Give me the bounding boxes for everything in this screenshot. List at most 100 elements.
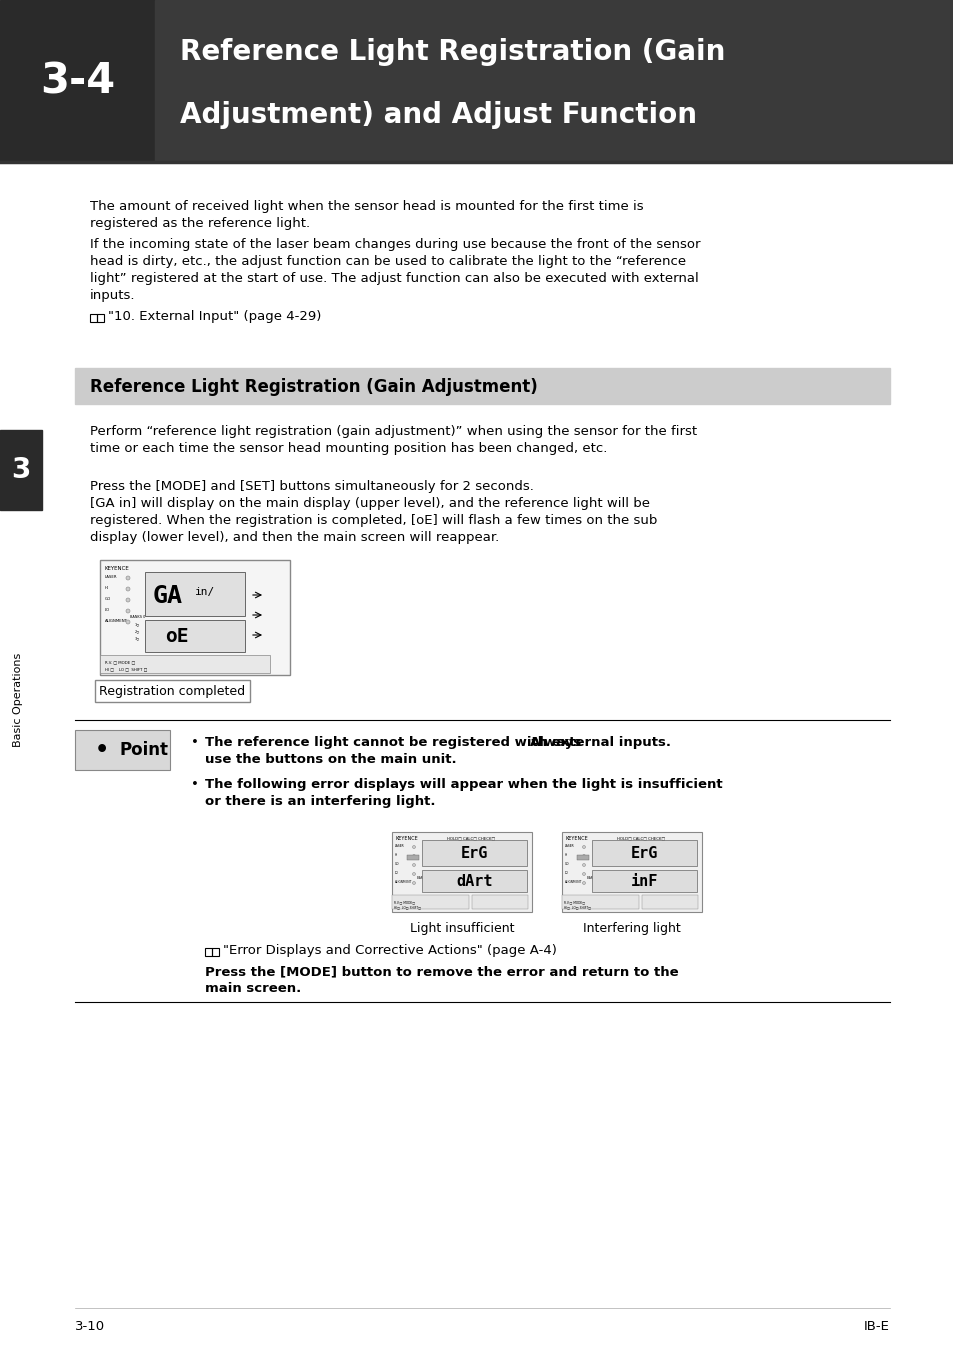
Circle shape — [412, 854, 416, 857]
Bar — [392, 831, 532, 913]
Bar — [90, 314, 97, 322]
Text: Reference Light Registration (Gain: Reference Light Registration (Gain — [180, 38, 724, 66]
Text: in/: in/ — [194, 587, 215, 598]
Text: 3○: 3○ — [135, 635, 140, 639]
Text: Registration completed: Registration completed — [99, 684, 245, 698]
Circle shape — [126, 621, 130, 625]
Circle shape — [412, 882, 416, 884]
Text: The amount of received light when the sensor head is mounted for the first time : The amount of received light when the se… — [90, 200, 643, 214]
Bar — [472, 895, 527, 909]
Circle shape — [582, 854, 585, 857]
Bar — [100, 654, 270, 673]
Text: ErG: ErG — [460, 845, 488, 860]
Circle shape — [582, 882, 585, 884]
Text: HI □    LO □  SHIFT □: HI □ LO □ SHIFT □ — [105, 667, 147, 671]
Text: ALIGNMENT: ALIGNMENT — [395, 880, 412, 884]
Bar — [0, 0, 154, 162]
Text: GO: GO — [395, 863, 399, 867]
Text: KEYENCE: KEYENCE — [105, 566, 130, 571]
Text: registered. When the registration is completed, [oE] will flash a few times on t: registered. When the registration is com… — [90, 514, 657, 527]
Bar — [212, 948, 219, 956]
Text: Press the [MODE] and [SET] buttons simultaneously for 2 seconds.: Press the [MODE] and [SET] buttons simul… — [90, 480, 534, 493]
Text: inputs.: inputs. — [90, 289, 135, 301]
Circle shape — [412, 864, 416, 867]
Text: Reference Light Registration (Gain Adjustment): Reference Light Registration (Gain Adjus… — [90, 379, 537, 396]
Bar — [0, 430, 42, 510]
Text: BANKS 0: BANKS 0 — [130, 615, 145, 619]
Text: KEYENCE: KEYENCE — [565, 836, 588, 841]
Bar — [145, 621, 245, 652]
Circle shape — [412, 872, 416, 876]
Circle shape — [582, 872, 585, 876]
Text: Adjustment) and Adjust Function: Adjustment) and Adjust Function — [180, 101, 697, 128]
Bar — [407, 854, 418, 860]
Text: IB-E: IB-E — [863, 1320, 889, 1333]
Text: GO: GO — [564, 863, 569, 867]
Text: HI□  LO□ SHIFT□: HI□ LO□ SHIFT□ — [394, 904, 420, 909]
Text: 1○: 1○ — [135, 622, 140, 626]
Text: HI: HI — [105, 585, 109, 589]
Text: "10. External Input" (page 4-29): "10. External Input" (page 4-29) — [108, 310, 321, 323]
Text: LASER: LASER — [395, 844, 404, 848]
Text: Always: Always — [529, 735, 581, 749]
Bar — [592, 840, 697, 867]
Text: Basic Operations: Basic Operations — [13, 653, 23, 748]
Text: 3-4: 3-4 — [40, 59, 115, 101]
Text: •: • — [95, 740, 110, 760]
Text: KEYENCE: KEYENCE — [395, 836, 418, 841]
Text: display (lower level), and then the main screen will reappear.: display (lower level), and then the main… — [90, 531, 498, 544]
Bar — [392, 895, 469, 909]
Text: Press the [MODE] button to remove the error and return to the: Press the [MODE] button to remove the er… — [205, 965, 678, 977]
Text: The following error displays will appear when the light is insufficient: The following error displays will appear… — [205, 777, 721, 791]
Text: 2○: 2○ — [135, 629, 140, 633]
Text: registered as the reference light.: registered as the reference light. — [90, 218, 310, 230]
Circle shape — [126, 576, 130, 580]
Text: LASER: LASER — [564, 844, 574, 848]
Bar — [145, 572, 245, 617]
Text: LASER: LASER — [105, 575, 117, 579]
Text: time or each time the sensor head mounting position has been changed, etc.: time or each time the sensor head mounti… — [90, 442, 607, 456]
Bar — [100, 560, 290, 675]
Text: main screen.: main screen. — [205, 982, 301, 995]
Text: ErG: ErG — [630, 845, 658, 860]
Text: 3: 3 — [11, 456, 30, 484]
Bar — [0, 0, 55, 1352]
Text: •: • — [191, 777, 198, 791]
Bar — [75, 368, 889, 404]
Text: inF: inF — [630, 873, 658, 888]
Bar — [592, 869, 697, 892]
Text: The reference light cannot be registered with external inputs.: The reference light cannot be registered… — [205, 735, 675, 749]
Text: BANKS 0: BANKS 0 — [416, 876, 428, 880]
Text: •: • — [191, 735, 198, 749]
Bar — [421, 869, 526, 892]
Text: oE: oE — [165, 626, 189, 645]
Text: HOLD□ CALC□ CHECK□: HOLD□ CALC□ CHECK□ — [447, 836, 495, 840]
Bar — [421, 840, 526, 867]
Text: 3-10: 3-10 — [75, 1320, 105, 1333]
Text: If the incoming state of the laser beam changes during use because the front of : If the incoming state of the laser beam … — [90, 238, 700, 251]
Text: head is dirty, etc., the adjust function can be used to calibrate the light to t: head is dirty, etc., the adjust function… — [90, 256, 685, 268]
Text: BANKS 0: BANKS 0 — [586, 876, 598, 880]
Text: GO: GO — [105, 598, 112, 602]
Text: HOLD□ CALC□ CHECK□: HOLD□ CALC□ CHECK□ — [617, 836, 664, 840]
Circle shape — [412, 845, 416, 849]
Bar — [97, 314, 104, 322]
Text: HI□  LO□ SHIFT□: HI□ LO□ SHIFT□ — [563, 904, 590, 909]
Bar — [75, 730, 170, 771]
Text: R.V. □ MODE □: R.V. □ MODE □ — [105, 660, 135, 664]
Text: dArt: dArt — [456, 873, 493, 888]
Text: [GA in] will display on the main display (upper level), and the reference light : [GA in] will display on the main display… — [90, 498, 649, 510]
Text: HI: HI — [564, 853, 568, 857]
Bar — [561, 895, 639, 909]
Bar — [561, 831, 701, 913]
Circle shape — [126, 608, 130, 612]
Bar — [577, 854, 588, 860]
Text: Light insufficient: Light insufficient — [410, 922, 514, 936]
Text: Interfering light: Interfering light — [582, 922, 680, 936]
Text: Perform “reference light registration (gain adjustment)” when using the sensor f: Perform “reference light registration (g… — [90, 425, 697, 438]
Bar — [95, 680, 250, 702]
Text: HI: HI — [395, 853, 397, 857]
Text: "Error Displays and Corrective Actions" (page A-4): "Error Displays and Corrective Actions" … — [223, 944, 557, 957]
Bar — [154, 0, 953, 162]
Text: LO: LO — [395, 871, 398, 875]
